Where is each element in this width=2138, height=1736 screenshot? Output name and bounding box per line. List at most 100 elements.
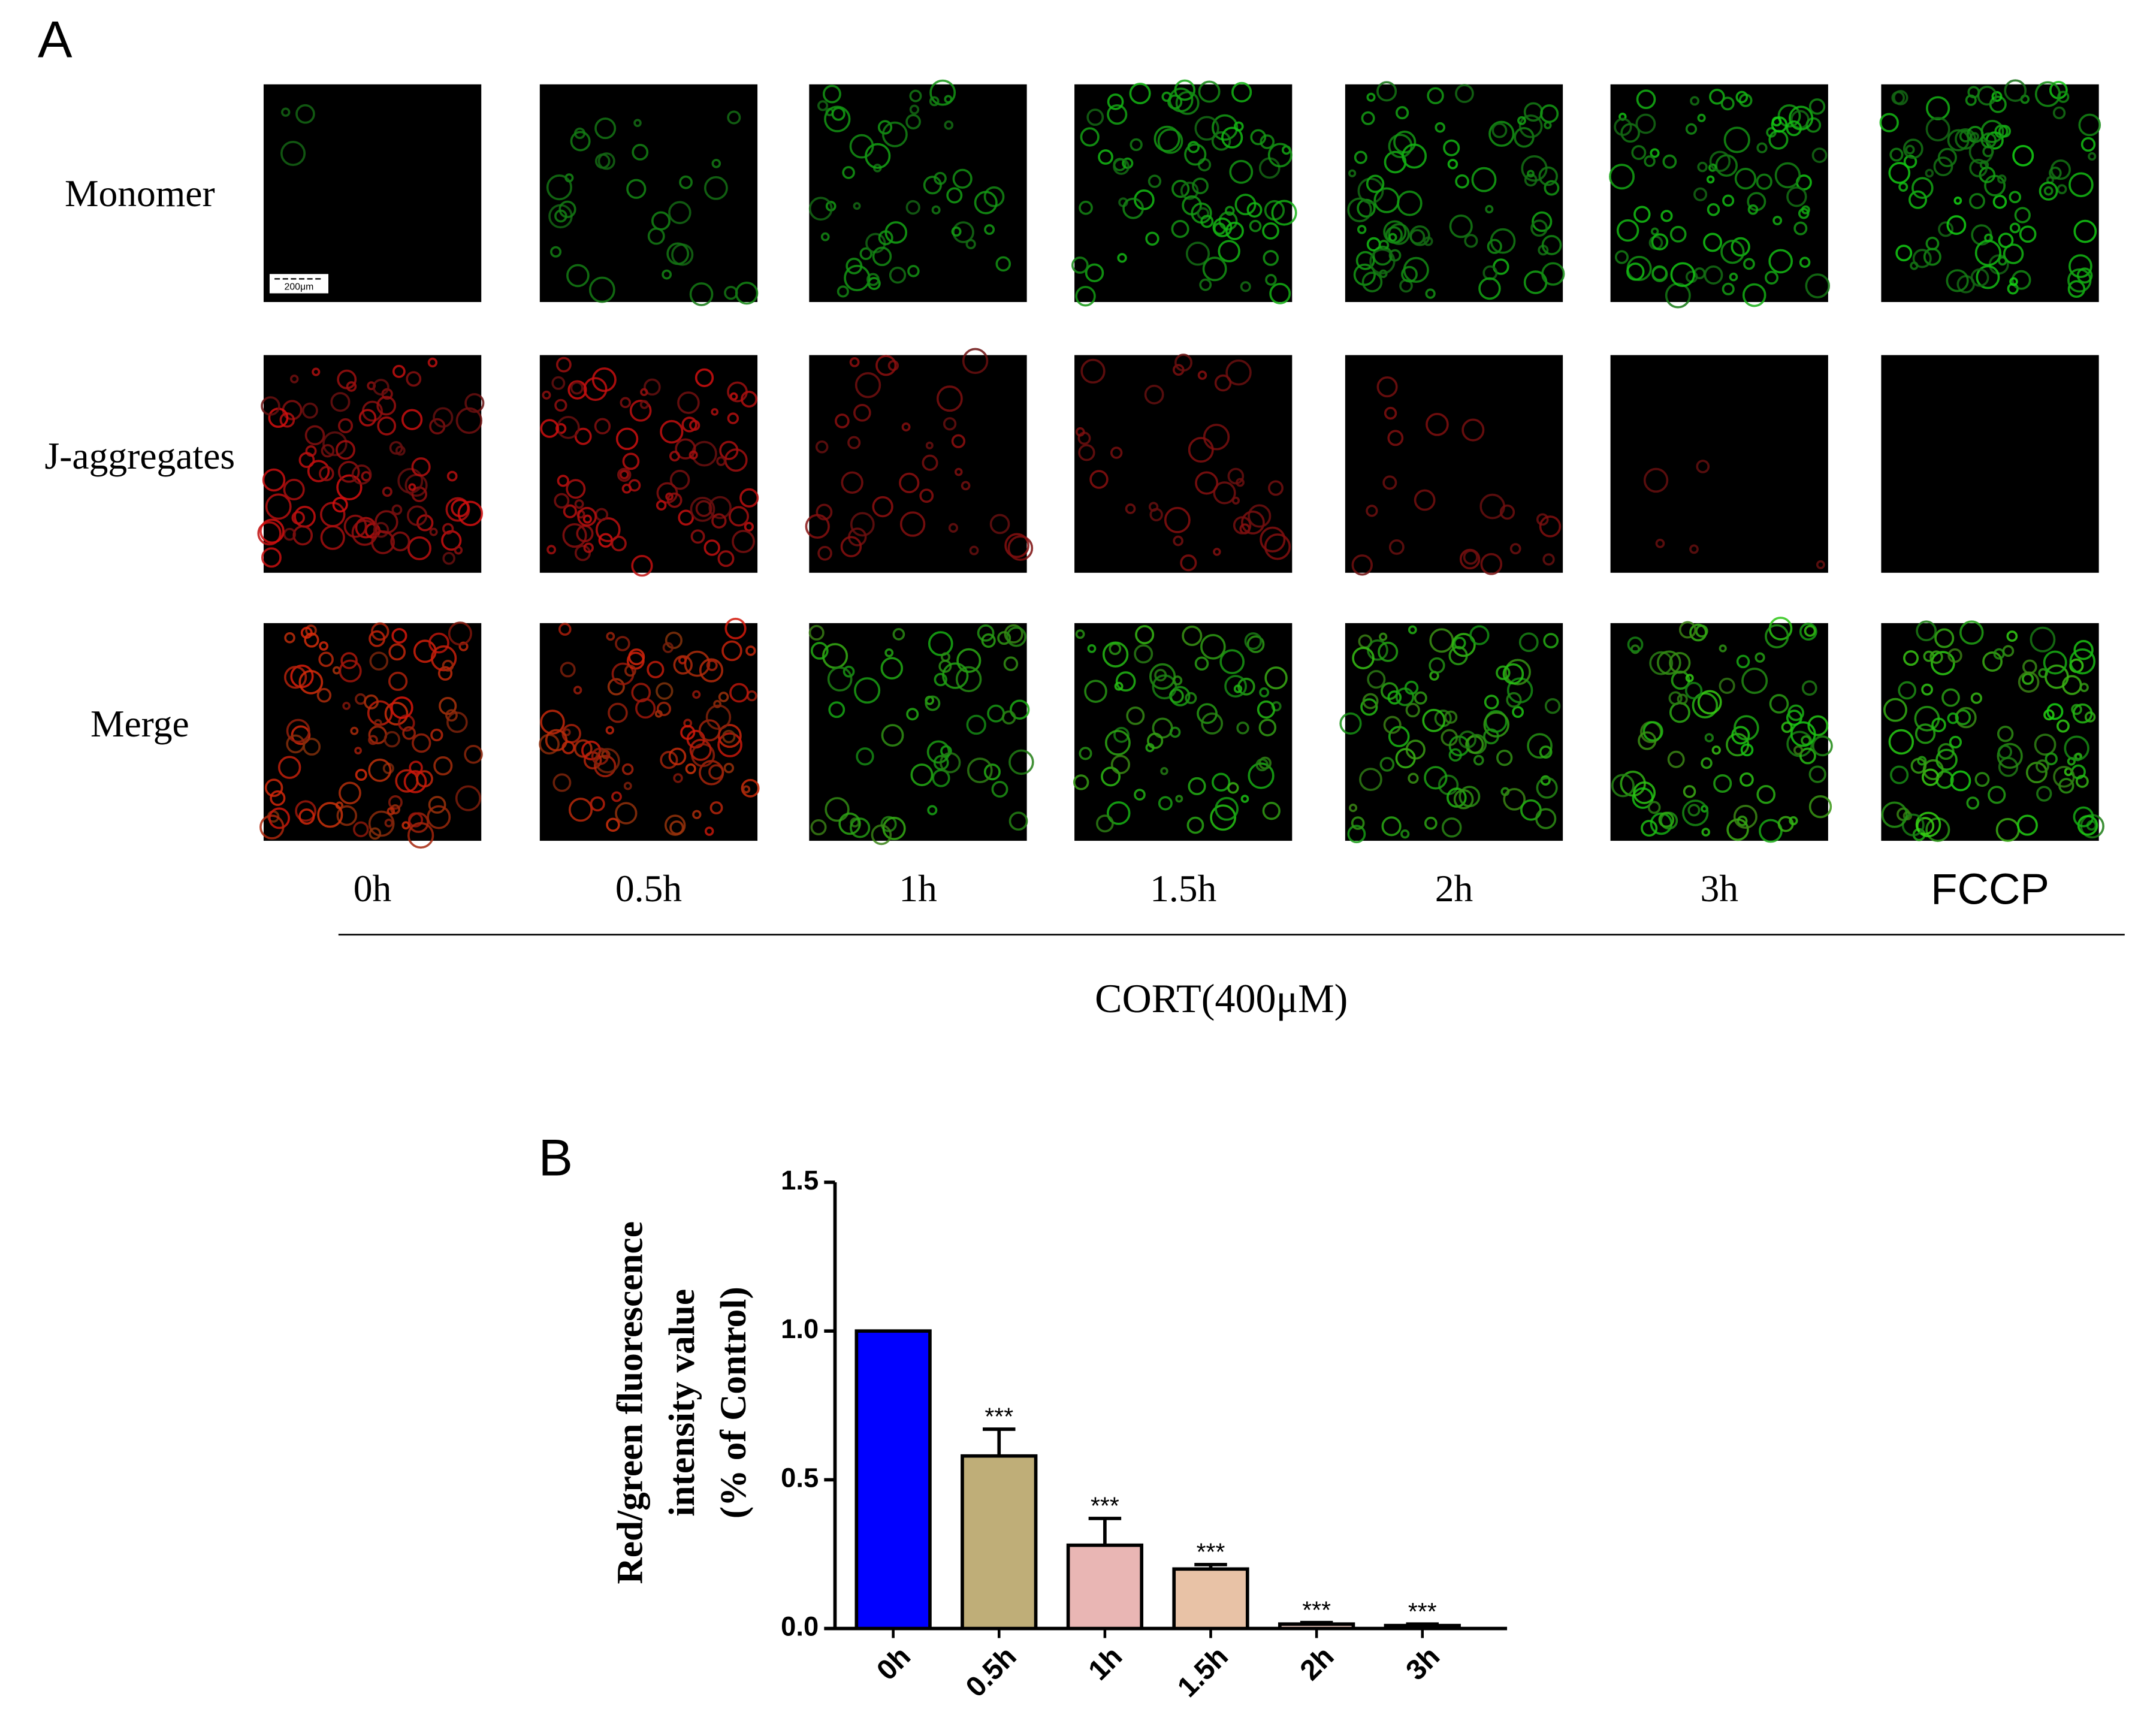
cell — [1405, 702, 1420, 718]
cell — [1947, 648, 1962, 663]
cell — [1684, 681, 1703, 700]
cell — [1729, 272, 1738, 282]
cell — [1351, 554, 1373, 576]
micrograph — [259, 621, 483, 849]
cell — [406, 505, 428, 526]
cell — [342, 702, 351, 710]
cell — [723, 762, 735, 774]
cell — [1722, 282, 1735, 295]
cell — [338, 418, 354, 434]
cell — [1542, 553, 1555, 566]
cell — [1483, 728, 1499, 745]
cell — [2034, 81, 2061, 107]
cell — [1811, 147, 1828, 164]
cell — [952, 168, 973, 189]
column-label: 3h — [1700, 867, 1738, 910]
cell — [1339, 712, 1362, 735]
cell — [703, 176, 728, 200]
cell — [1543, 633, 1559, 648]
cell — [597, 152, 615, 170]
cell — [1464, 234, 1478, 248]
cell — [1359, 768, 1382, 792]
cell — [2014, 207, 2031, 224]
cell — [1998, 256, 2007, 266]
cell — [679, 175, 693, 189]
cell — [817, 100, 829, 111]
cell — [427, 357, 438, 368]
cell — [1260, 134, 1275, 149]
cell — [573, 686, 582, 695]
cell — [1805, 117, 1822, 133]
cell — [1126, 706, 1145, 725]
cell — [1509, 543, 1521, 555]
cell — [1240, 281, 1251, 292]
x-tick-label: 1.5h — [1171, 1641, 1234, 1704]
cell — [343, 514, 367, 538]
cell — [391, 627, 407, 644]
cell — [974, 191, 998, 215]
x-tick-label: 0.5h — [960, 1641, 1023, 1704]
cell — [1186, 816, 1204, 834]
cell — [692, 690, 701, 699]
cell — [929, 96, 940, 107]
cell — [928, 631, 953, 656]
cell — [340, 652, 358, 669]
cell — [1969, 193, 1985, 209]
micrograph-bg — [1881, 355, 2099, 573]
cell — [1668, 691, 1683, 705]
cell — [727, 110, 741, 125]
cell — [681, 416, 697, 433]
cell — [1665, 282, 1691, 309]
cell — [1487, 238, 1502, 254]
cell — [690, 496, 715, 522]
cell — [685, 763, 696, 774]
cell — [956, 648, 982, 673]
cell — [741, 391, 758, 408]
cell — [336, 474, 363, 501]
cell — [1075, 629, 1085, 639]
cell — [2057, 184, 2067, 195]
micrograph-bg — [1074, 84, 1293, 303]
cell — [552, 773, 572, 792]
cell — [442, 552, 455, 565]
cell — [1351, 816, 1365, 830]
cell — [981, 633, 996, 648]
cell — [1244, 632, 1263, 650]
cell — [706, 659, 718, 671]
micrograph — [1071, 79, 1297, 307]
cell — [1997, 742, 2023, 769]
cell — [745, 645, 756, 656]
cell — [390, 531, 410, 552]
cell — [961, 481, 971, 491]
cell — [1631, 145, 1647, 161]
cell — [1811, 735, 1833, 757]
cell — [1455, 84, 1474, 103]
cell — [1376, 81, 1397, 102]
cell — [2016, 814, 2038, 836]
cell — [1647, 801, 1661, 814]
cell — [1383, 715, 1402, 734]
cell — [1357, 225, 1367, 234]
cell — [711, 407, 719, 416]
cell — [1213, 481, 1236, 505]
cell — [704, 826, 714, 836]
y-tick-label: 1.5 — [781, 1165, 819, 1195]
cell — [1799, 256, 1811, 268]
cell — [1357, 177, 1384, 204]
cell — [1789, 816, 1798, 826]
cell — [577, 506, 597, 527]
cell — [1667, 750, 1685, 768]
cell — [316, 688, 332, 703]
cell — [1614, 250, 1629, 264]
cell — [1148, 502, 1159, 512]
cell — [1483, 711, 1509, 738]
cell — [827, 666, 853, 692]
cell — [1997, 744, 2013, 759]
cell — [1685, 674, 1694, 683]
bar — [1066, 1543, 1144, 1631]
cell — [295, 104, 315, 124]
cell — [1387, 690, 1402, 705]
bar — [1384, 1623, 1461, 1631]
cell — [899, 511, 926, 537]
cell — [721, 640, 742, 662]
